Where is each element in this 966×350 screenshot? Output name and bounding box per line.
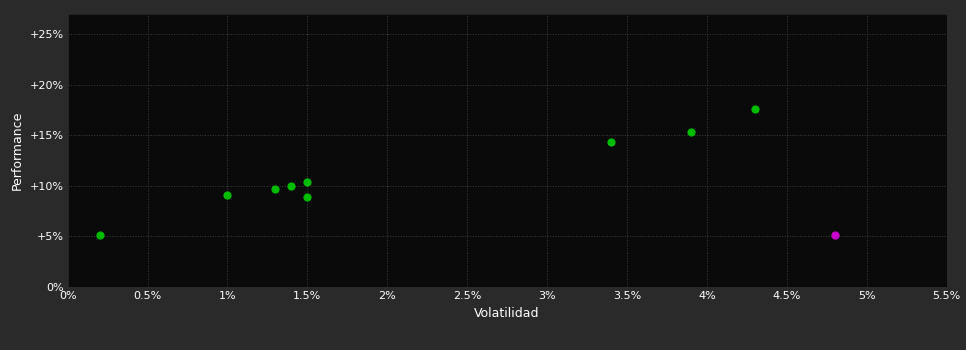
Point: [747, 106, 762, 112]
Point: [604, 140, 619, 145]
Point: [284, 183, 299, 189]
Point: [683, 130, 698, 135]
Point: [827, 233, 842, 238]
Point: [299, 194, 315, 200]
Y-axis label: Performance: Performance: [11, 111, 24, 190]
Point: [268, 186, 283, 192]
Point: [299, 179, 315, 185]
Point: [92, 233, 107, 238]
Point: [219, 192, 235, 198]
X-axis label: Volatilidad: Volatilidad: [474, 307, 540, 320]
